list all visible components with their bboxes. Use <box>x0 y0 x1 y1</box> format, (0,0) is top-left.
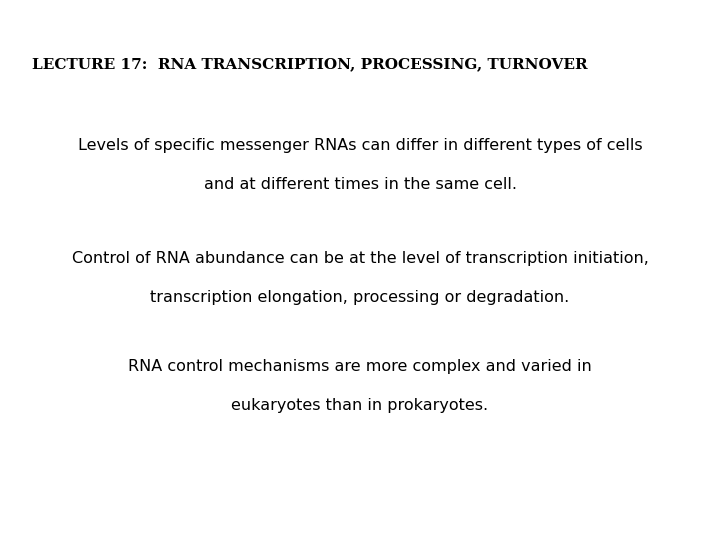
Text: transcription elongation, processing or degradation.: transcription elongation, processing or … <box>150 290 570 305</box>
Text: RNA control mechanisms are more complex and varied in: RNA control mechanisms are more complex … <box>128 359 592 374</box>
Text: and at different times in the same cell.: and at different times in the same cell. <box>204 177 516 192</box>
Text: Control of RNA abundance can be at the level of transcription initiation,: Control of RNA abundance can be at the l… <box>71 251 649 266</box>
Text: eukaryotes than in prokaryotes.: eukaryotes than in prokaryotes. <box>231 398 489 413</box>
Text: Levels of specific messenger RNAs can differ in different types of cells: Levels of specific messenger RNAs can di… <box>78 138 642 153</box>
Text: LECTURE 17:  RNA TRANSCRIPTION, PROCESSING, TURNOVER: LECTURE 17: RNA TRANSCRIPTION, PROCESSIN… <box>32 57 588 71</box>
